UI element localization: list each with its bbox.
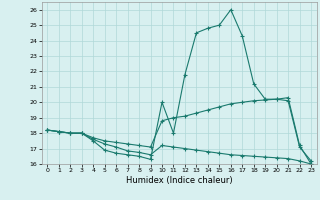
X-axis label: Humidex (Indice chaleur): Humidex (Indice chaleur) — [126, 176, 233, 185]
